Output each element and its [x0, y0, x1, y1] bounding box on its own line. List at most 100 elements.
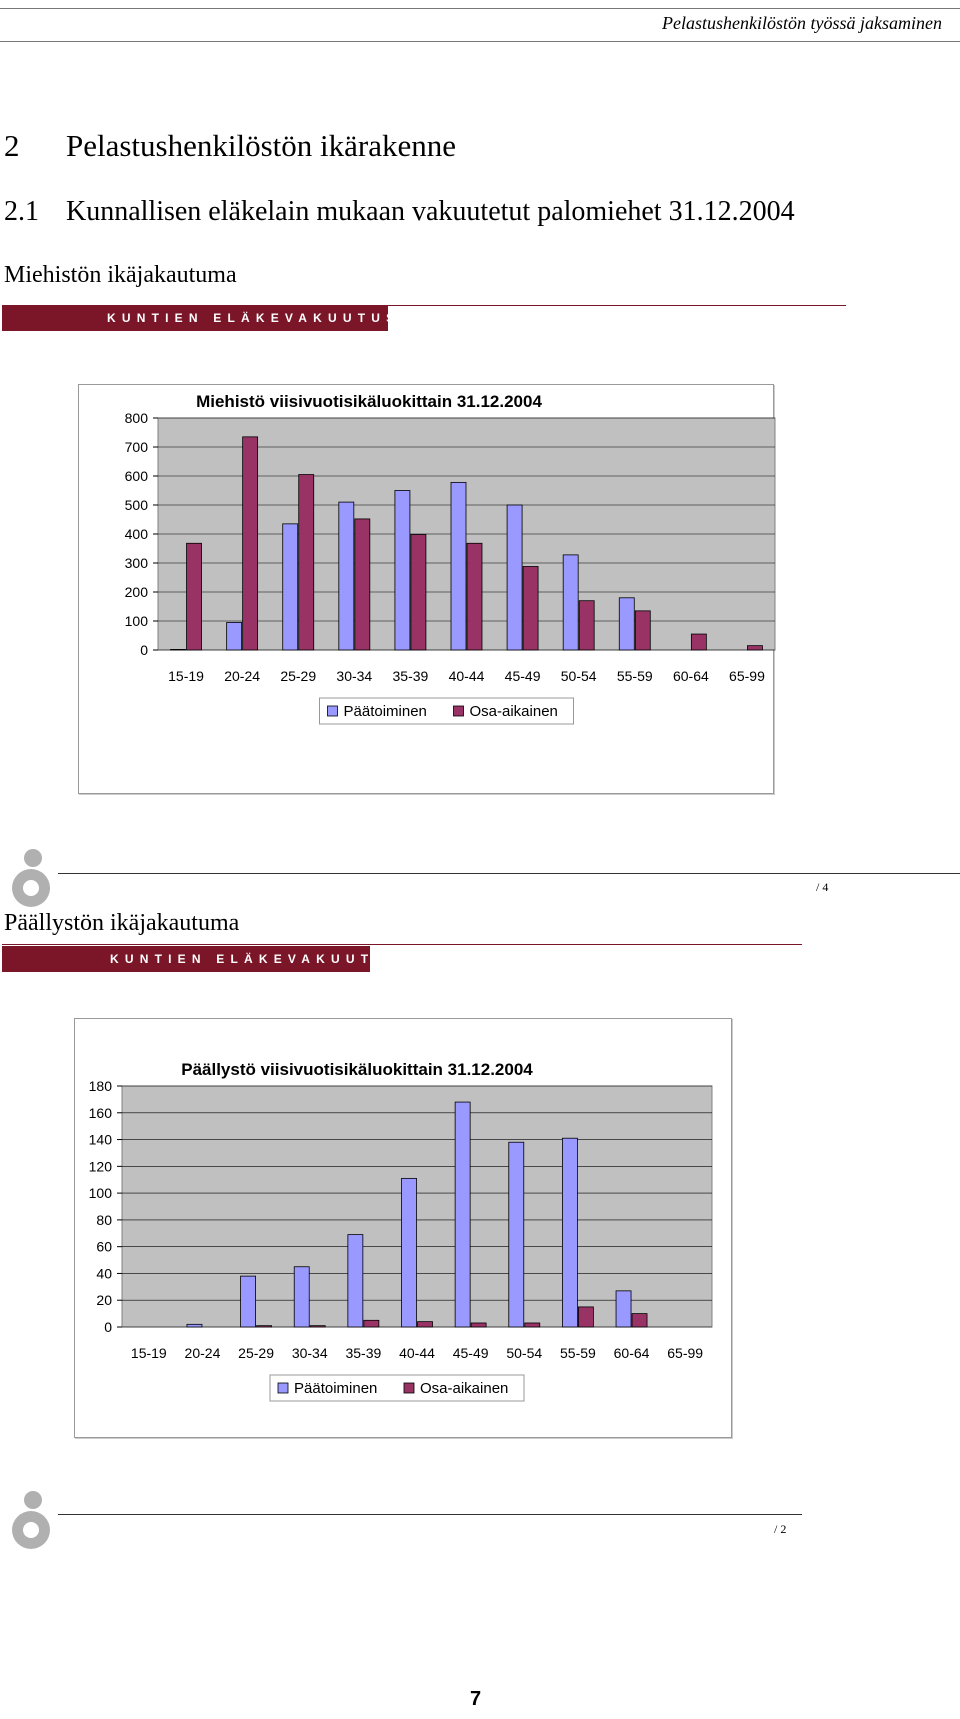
y-tick-label: 140 [89, 1132, 113, 1148]
x-tick-label: 20-24 [224, 668, 260, 684]
running-header: Pelastushenkilöstön työssä jaksaminen [0, 8, 960, 42]
bar-osa-aikainen [470, 1322, 487, 1328]
chart-miehisto-svg: Miehistö viisivuotisikäluokittain 31.12.… [125, 392, 776, 725]
y-tick-label: 0 [104, 1319, 112, 1335]
bar-paatoiminen [394, 490, 411, 651]
slide2-title: Päällystön ikäjakautuma [4, 910, 240, 936]
slide1-footer-rule [58, 873, 960, 874]
bar-paatoiminen [293, 1266, 310, 1328]
bar-paatoiminen [347, 1234, 364, 1328]
y-tick-label: 400 [125, 526, 149, 542]
x-tick-label: 35-39 [393, 668, 429, 684]
bar-paatoiminen [226, 622, 243, 651]
running-header-text: Pelastushenkilöstön työssä jaksaminen [662, 13, 942, 33]
plot-area [121, 1085, 713, 1328]
x-tick-label: 45-49 [453, 1345, 489, 1361]
bar-osa-aikainen [631, 1313, 648, 1328]
x-tick-label: 40-44 [399, 1345, 435, 1361]
y-tick-label: 300 [125, 555, 149, 571]
bar-paatoiminen [338, 501, 355, 651]
bar-paatoiminen [562, 1137, 578, 1328]
bar-osa-aikainen [466, 542, 483, 651]
x-tick-label: 25-29 [238, 1345, 274, 1361]
legend-label: Osa-aikainen [420, 1380, 508, 1397]
bar-osa-aikainen [242, 436, 259, 651]
chart-paallysto: Päällystö viisivuotisikäluokittain 31.12… [74, 1018, 732, 1438]
y-tick-label: 500 [125, 497, 149, 513]
legend-box [269, 1374, 525, 1402]
bar-osa-aikainen [578, 600, 595, 651]
x-tick-label: 55-59 [617, 668, 653, 684]
subsection-title: Kunnallisen eläkelain mukaan vakuutetut … [66, 196, 795, 227]
bar-paatoiminen [508, 1141, 525, 1328]
bar-paatoiminen [186, 1323, 203, 1328]
x-tick-label: 65-99 [667, 1345, 703, 1361]
x-tick-label: 15-19 [131, 1345, 167, 1361]
x-tick-label: 65-99 [729, 668, 765, 684]
bar-paatoiminen [506, 504, 523, 651]
y-tick-label: 120 [89, 1158, 113, 1174]
legend-swatch [403, 1382, 415, 1394]
y-tick-label: 700 [125, 439, 149, 455]
kuntien-elakevakuutus-logo-icon [12, 849, 50, 907]
section-heading: 2 Pelastushenkilöstön ikärakenne [4, 128, 456, 164]
bar-paatoiminen [450, 481, 467, 651]
slide1-title: Miehistön ikäjakautuma [4, 262, 237, 288]
section-title: Pelastushenkilöstön ikärakenne [66, 128, 456, 163]
slide1-banner-rule [388, 305, 846, 306]
legend-swatch [453, 705, 464, 717]
legend-swatch [327, 705, 338, 717]
x-tick-label: 60-64 [673, 668, 709, 684]
legend-label: Päätoiminen [294, 1380, 377, 1397]
bar-osa-aikainen [410, 534, 427, 651]
x-tick-label: 40-44 [449, 668, 485, 684]
chart-title: Päällystö viisivuotisikäluokittain 31.12… [181, 1060, 533, 1079]
y-tick-label: 100 [125, 613, 149, 629]
bar-osa-aikainen [578, 1306, 594, 1328]
y-tick-label: 60 [96, 1239, 112, 1255]
legend-swatch [277, 1382, 289, 1394]
bar-paatoiminen [401, 1177, 417, 1328]
bar-osa-aikainen [524, 1322, 541, 1328]
x-tick-label: 20-24 [185, 1345, 221, 1361]
bar-osa-aikainen [690, 633, 707, 651]
chart-legend: Päätoiminen Osa-aikainen [319, 697, 574, 725]
slide2-title-rule [2, 944, 802, 945]
chart-title: Miehistö viisivuotisikäluokittain 31.12.… [196, 392, 542, 411]
y-tick-label: 100 [89, 1185, 113, 1201]
bar-osa-aikainen [522, 566, 539, 651]
x-tick-label: 30-34 [336, 668, 372, 684]
bar-osa-aikainen [256, 1325, 272, 1328]
bar-osa-aikainen [417, 1321, 433, 1328]
bar-osa-aikainen [354, 518, 371, 651]
chart-legend: Päätoiminen Osa-aikainen [269, 1374, 525, 1402]
slide1-page-ref: / 4 [816, 880, 829, 894]
x-tick-label: 25-29 [280, 668, 316, 684]
bar-osa-aikainen [747, 645, 763, 651]
bar-paatoiminen [615, 1290, 632, 1328]
bar-paatoiminen [282, 523, 299, 651]
y-tick-label: 80 [96, 1212, 112, 1228]
bar-paatoiminen [170, 649, 186, 651]
x-tick-label: 50-54 [506, 1345, 542, 1361]
x-tick-label: 30-34 [292, 1345, 328, 1361]
legend-label: Osa-aikainen [470, 703, 558, 720]
x-tick-label: 35-39 [345, 1345, 381, 1361]
subsection-number: 2.1 [4, 196, 39, 227]
slide1-banner: KUNTIEN ELÄKEVAKUUTUS [2, 305, 394, 331]
bar-osa-aikainen [309, 1325, 326, 1328]
bar-paatoiminen [562, 554, 579, 651]
y-tick-label: 40 [96, 1265, 112, 1281]
chart-paallysto-svg: Päällystö viisivuotisikäluokittain 31.12… [89, 1060, 713, 1402]
x-tick-label: 55-59 [560, 1345, 596, 1361]
page-number: 7 [470, 1688, 482, 1710]
x-tick-label: 50-54 [561, 668, 597, 684]
bar-osa-aikainen [363, 1319, 380, 1328]
bar-osa-aikainen [634, 610, 651, 651]
slide2-banner: KUNTIEN ELÄKEVAKUUTUS [2, 946, 397, 972]
bar-paatoiminen [618, 597, 635, 651]
kuntien-elakevakuutus-logo-icon [12, 1491, 50, 1549]
bar-paatoiminen [454, 1101, 471, 1328]
y-tick-label: 0 [140, 642, 148, 658]
x-tick-label: 60-64 [614, 1345, 650, 1361]
